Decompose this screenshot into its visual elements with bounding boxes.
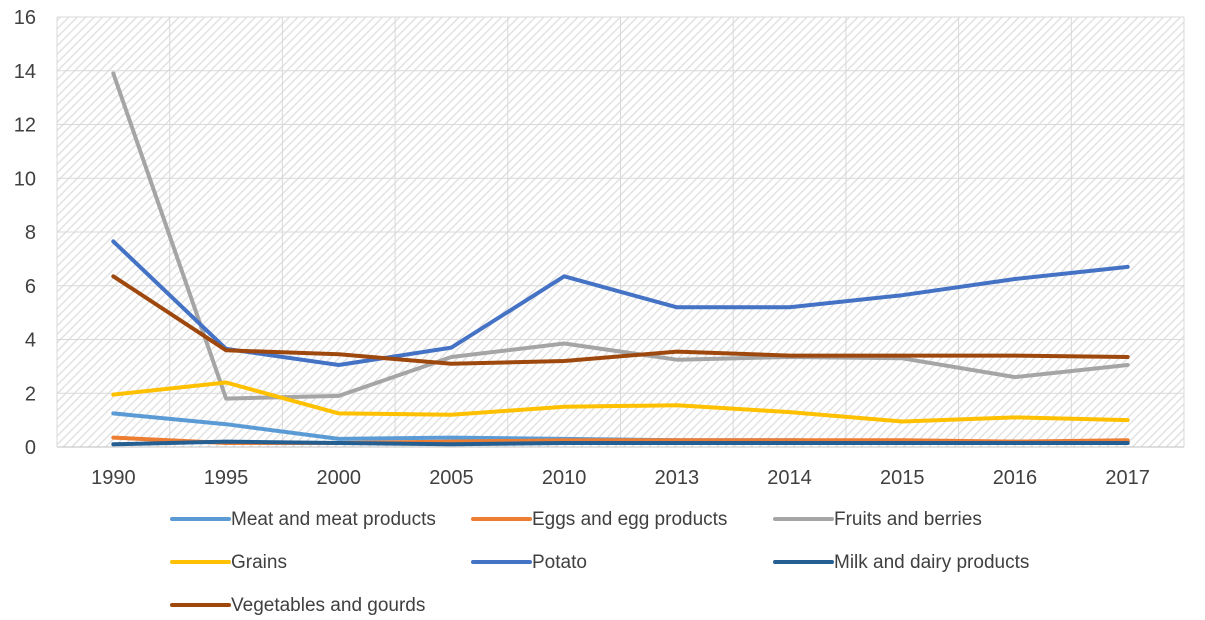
y-tick-label: 10 [14,168,36,190]
legend-label: Fruits and berries [834,509,982,530]
x-tick-label: 2015 [880,467,925,489]
y-tick-label: 12 [14,115,36,137]
x-tick-label: 2010 [542,467,587,489]
x-tick-label: 2013 [655,467,700,489]
legend: Meat and meat products Eggs and egg produ… [170,509,1029,616]
legend-label: Potato [532,552,587,573]
series-line-6 [111,274,1130,366]
x-tick-label: 2000 [317,467,362,489]
x-axis-tick-labels: 1990 1995 2000 2005 2010 2013 2014 2015 2016 2017 [91,467,1150,489]
x-tick-label: 1990 [91,467,136,489]
series-line-4 [111,239,1130,367]
legend-label: Meat and meat products [231,509,436,530]
y-tick-label: 14 [14,61,36,83]
legend-label: Eggs and egg products [532,509,727,530]
y-tick-label: 4 [25,330,36,352]
x-tick-label: 2005 [429,467,474,489]
legend-label: Milk and dairy products [834,552,1029,573]
y-tick-label: 6 [25,276,36,298]
y-axis-tick-labels: 0 2 4 6 8 10 12 14 16 [14,7,36,459]
legend-label: Vegetables and gourds [231,595,425,616]
x-tick-label: 1995 [204,467,249,489]
y-tick-label: 2 [25,383,36,405]
legend-label: Grains [231,552,287,573]
x-tick-label: 2017 [1105,467,1150,489]
series-line-5 [111,439,1130,447]
x-tick-label: 2016 [993,467,1038,489]
y-tick-label: 8 [25,222,36,244]
series-line-3 [111,380,1130,424]
series-lines [111,71,1130,447]
y-tick-label: 16 [14,7,36,29]
y-tick-label: 0 [25,437,36,459]
x-tick-label: 2014 [767,467,812,489]
